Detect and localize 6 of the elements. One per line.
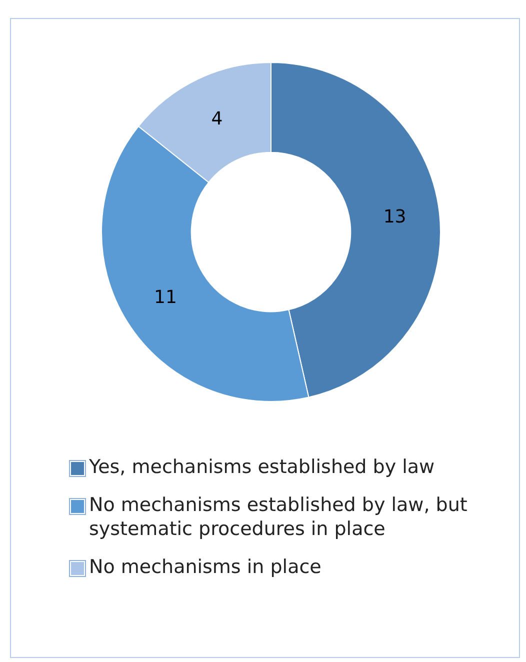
legend-label: No mechanisms in place	[89, 555, 322, 579]
data-label: 11	[154, 286, 177, 308]
data-label: 4	[211, 108, 223, 130]
data-label: 13	[383, 206, 406, 228]
legend-label: No mechanisms established by law, but systematic procedures in place	[89, 493, 468, 541]
legend-label: Yes, mechanisms established by law	[89, 455, 435, 479]
